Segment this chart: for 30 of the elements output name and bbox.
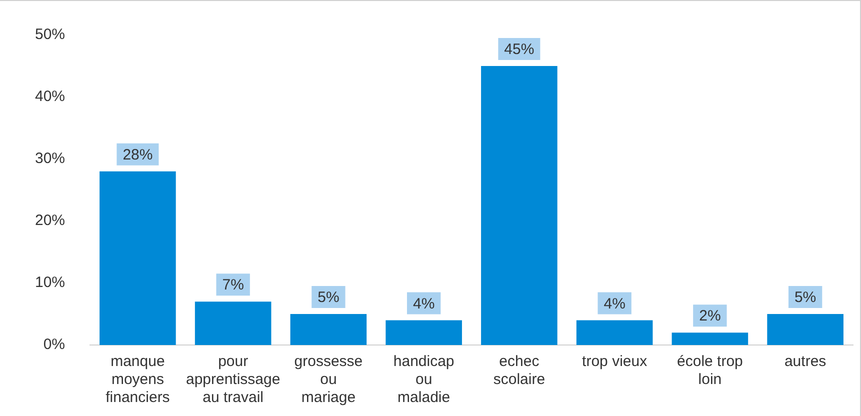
bar [100, 171, 176, 345]
x-tick-label: autres [784, 353, 826, 370]
x-tick-label: école trop loin [677, 353, 743, 388]
data-label: 7% [222, 276, 244, 294]
y-tick-label: 10% [34, 274, 66, 292]
y-tick-label: 50% [34, 26, 66, 44]
bar [290, 314, 367, 345]
bar [194, 302, 272, 345]
data-label: 45% [504, 41, 534, 58]
data-label: 28% [122, 146, 153, 164]
x-tick-label: grossesse ou mariage [294, 353, 363, 406]
bar [386, 320, 462, 345]
data-label: 4% [604, 295, 626, 312]
x-tick-label: manque moyens financiers [106, 353, 170, 406]
data-label: 5% [794, 289, 816, 306]
bar [672, 332, 748, 345]
data-label: 5% [318, 289, 340, 306]
x-tick-label: handicap ou maladie [393, 353, 454, 406]
y-tick-label: 20% [34, 212, 66, 230]
y-tick-label: 30% [34, 150, 66, 168]
data-label: 2% [699, 308, 721, 325]
bar [767, 314, 844, 345]
bar [576, 320, 653, 345]
data-label: 4% [412, 295, 435, 312]
x-tick-label: echec scolaire [493, 353, 546, 388]
y-tick-label: 0% [43, 336, 66, 354]
x-tick-label: pour apprentissage au travail [186, 353, 280, 406]
y-tick-label: 40% [34, 88, 66, 106]
bar [481, 66, 558, 345]
x-tick-label: trop vieux [582, 353, 648, 370]
